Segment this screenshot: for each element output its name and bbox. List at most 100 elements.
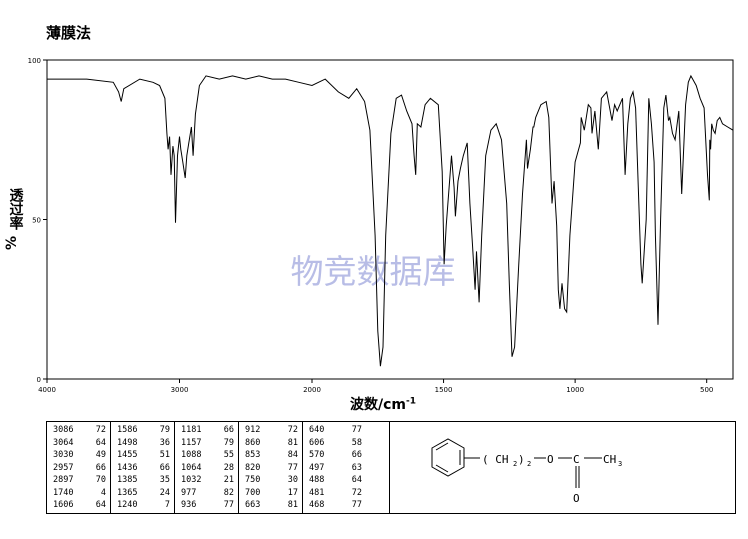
- peak-wavenumber: 1157: [181, 437, 202, 448]
- peak-row: 1157 79: [181, 437, 234, 450]
- peak-transmittance: 49: [95, 450, 106, 460]
- peak-wavenumber: 2957: [53, 462, 74, 473]
- structure-diagram: ( CH 2 ) 2 O C CH 3 O: [431, 438, 622, 505]
- peak-row: 1740 4: [53, 487, 106, 500]
- peak-wavenumber: 663: [245, 500, 261, 510]
- peak-wavenumber: 606: [309, 437, 325, 448]
- carbonyl-oxygen: O: [573, 492, 580, 505]
- peak-wavenumber: 497: [309, 462, 325, 473]
- y-tick-label: 50: [32, 217, 41, 225]
- peak-transmittance: 64: [95, 500, 106, 510]
- peak-transmittance: 24: [159, 487, 170, 498]
- peak-transmittance: 70: [95, 475, 106, 485]
- peak-wavenumber: 3030: [53, 450, 74, 460]
- peak-wavenumber: 3086: [53, 425, 74, 435]
- peak-row: 1240 7: [117, 499, 170, 512]
- carbonyl-carbon: C: [573, 453, 580, 466]
- peak-row: 497 63: [309, 462, 362, 475]
- peak-wavenumber: 912: [245, 425, 261, 435]
- peak-column: 912 72 860 81 853 84 820 77 750 30 700 17 663 81: [239, 422, 303, 513]
- peak-transmittance: 55: [223, 450, 234, 460]
- peak-transmittance: 64: [351, 475, 362, 485]
- peak-wavenumber: 3064: [53, 437, 74, 448]
- peak-row: 488 64: [309, 474, 362, 487]
- peak-row: 1455 51: [117, 449, 170, 462]
- peak-transmittance: 81: [287, 500, 298, 510]
- peak-row: 750 30: [245, 474, 298, 487]
- peak-row: 1606 64: [53, 499, 106, 512]
- x-tick-label: 2000: [303, 386, 321, 394]
- peak-row: 912 72: [245, 424, 298, 437]
- x-tick-label: 500: [700, 386, 713, 394]
- watermark-text: 物竞数据库: [291, 252, 456, 291]
- peak-transmittance: 72: [95, 425, 106, 435]
- peak-row: 2897 70: [53, 474, 106, 487]
- peak-row: 936 77: [181, 499, 234, 512]
- peak-wavenumber: 481: [309, 487, 325, 498]
- peak-wavenumber: 1586: [117, 425, 138, 435]
- method-label: 薄膜法: [46, 24, 92, 42]
- peak-transmittance: 4: [100, 487, 106, 498]
- repeat-subscript: 2: [527, 460, 531, 468]
- ester-oxygen: O: [547, 453, 554, 466]
- benzene-double-bond-3: [435, 464, 449, 473]
- peak-row: 977 82: [181, 487, 234, 500]
- peak-wavenumber: 2897: [53, 475, 74, 485]
- peak-column: 3086 72 3064 64 3030 49 2957 66 2897 70 1740 4 1606 6…: [47, 422, 111, 513]
- peak-wavenumber: 1240: [117, 500, 138, 510]
- peak-transmittance: 35: [159, 475, 170, 485]
- peak-row: 820 77: [245, 462, 298, 475]
- y-tick-label: 100: [28, 57, 41, 65]
- peak-wavenumber: 468: [309, 500, 325, 510]
- peak-transmittance: 79: [159, 425, 170, 435]
- x-axis-title: 波数/cm: [350, 397, 406, 413]
- peak-table: 3086 72 3064 64 3030 49 2957 66 2897 70 1740 4 1606 6…: [46, 421, 390, 514]
- peak-row: 3064 64: [53, 437, 106, 450]
- peak-row: 640 77: [309, 424, 362, 437]
- ir-spectrum-chart: 0 50 100 4000 3000 2000 1500 1000 500 物竞数据库: [28, 57, 734, 394]
- peak-wavenumber: 977: [181, 487, 197, 498]
- peak-wavenumber: 936: [181, 500, 197, 510]
- peak-transmittance: 51: [159, 450, 170, 460]
- x-axis-ticks: 4000 3000 2000 1500 1000 500: [38, 379, 713, 394]
- peak-column: 1586 79 1498 36 1455 51 1436 66 1385 35 1365 24 1240…: [111, 422, 175, 513]
- peak-column: 1181 66 1157 79 1088 55 1064 28 1032 21 977 82 936 77: [175, 422, 239, 513]
- peak-transmittance: 7: [164, 500, 170, 510]
- peak-transmittance: 72: [351, 487, 362, 498]
- peak-wavenumber: 488: [309, 475, 325, 485]
- x-axis-unit-exponent: -1: [406, 396, 416, 407]
- peak-wavenumber: 1455: [117, 450, 138, 460]
- peak-transmittance: 58: [351, 437, 362, 448]
- y-tick-label: 0: [37, 376, 41, 384]
- structure-panel: ( CH 2 ) 2 O C CH 3 O: [390, 421, 736, 514]
- peak-row: 663 81: [245, 499, 298, 512]
- peak-wavenumber: 1385: [117, 475, 138, 485]
- peak-transmittance: 77: [287, 462, 298, 473]
- peak-column: 640 77 606 58 570 66 497 63 488 64 481 72 468 77: [303, 422, 366, 513]
- benzene-ring: [431, 438, 465, 477]
- ch2-group: ( CH: [482, 453, 509, 466]
- peak-row: 860 81: [245, 437, 298, 450]
- peak-transmittance: 36: [159, 437, 170, 448]
- peak-wavenumber: 1032: [181, 475, 202, 485]
- spectrum-line: [47, 74, 734, 367]
- peak-transmittance: 81: [287, 437, 298, 448]
- peak-wavenumber: 640: [309, 425, 325, 435]
- peak-wavenumber: 700: [245, 487, 261, 498]
- peak-wavenumber: 1088: [181, 450, 202, 460]
- peak-row: 2957 66: [53, 462, 106, 475]
- peak-wavenumber: 1064: [181, 462, 202, 473]
- x-tick-label: 3000: [171, 386, 189, 394]
- peak-row: 468 77: [309, 499, 362, 512]
- ch2-subscript: 2: [513, 460, 517, 468]
- peak-row: 1032 21: [181, 474, 234, 487]
- peak-wavenumber: 1740: [53, 487, 74, 498]
- y-axis-title: 透过率: [7, 188, 24, 230]
- peak-transmittance: 72: [287, 425, 298, 435]
- x-tick-label: 4000: [38, 386, 56, 394]
- peak-wavenumber: 750: [245, 475, 261, 485]
- peak-wavenumber: 1365: [117, 487, 138, 498]
- peak-row: 1436 66: [117, 462, 170, 475]
- peak-transmittance: 66: [351, 450, 362, 460]
- peak-row: 700 17: [245, 487, 298, 500]
